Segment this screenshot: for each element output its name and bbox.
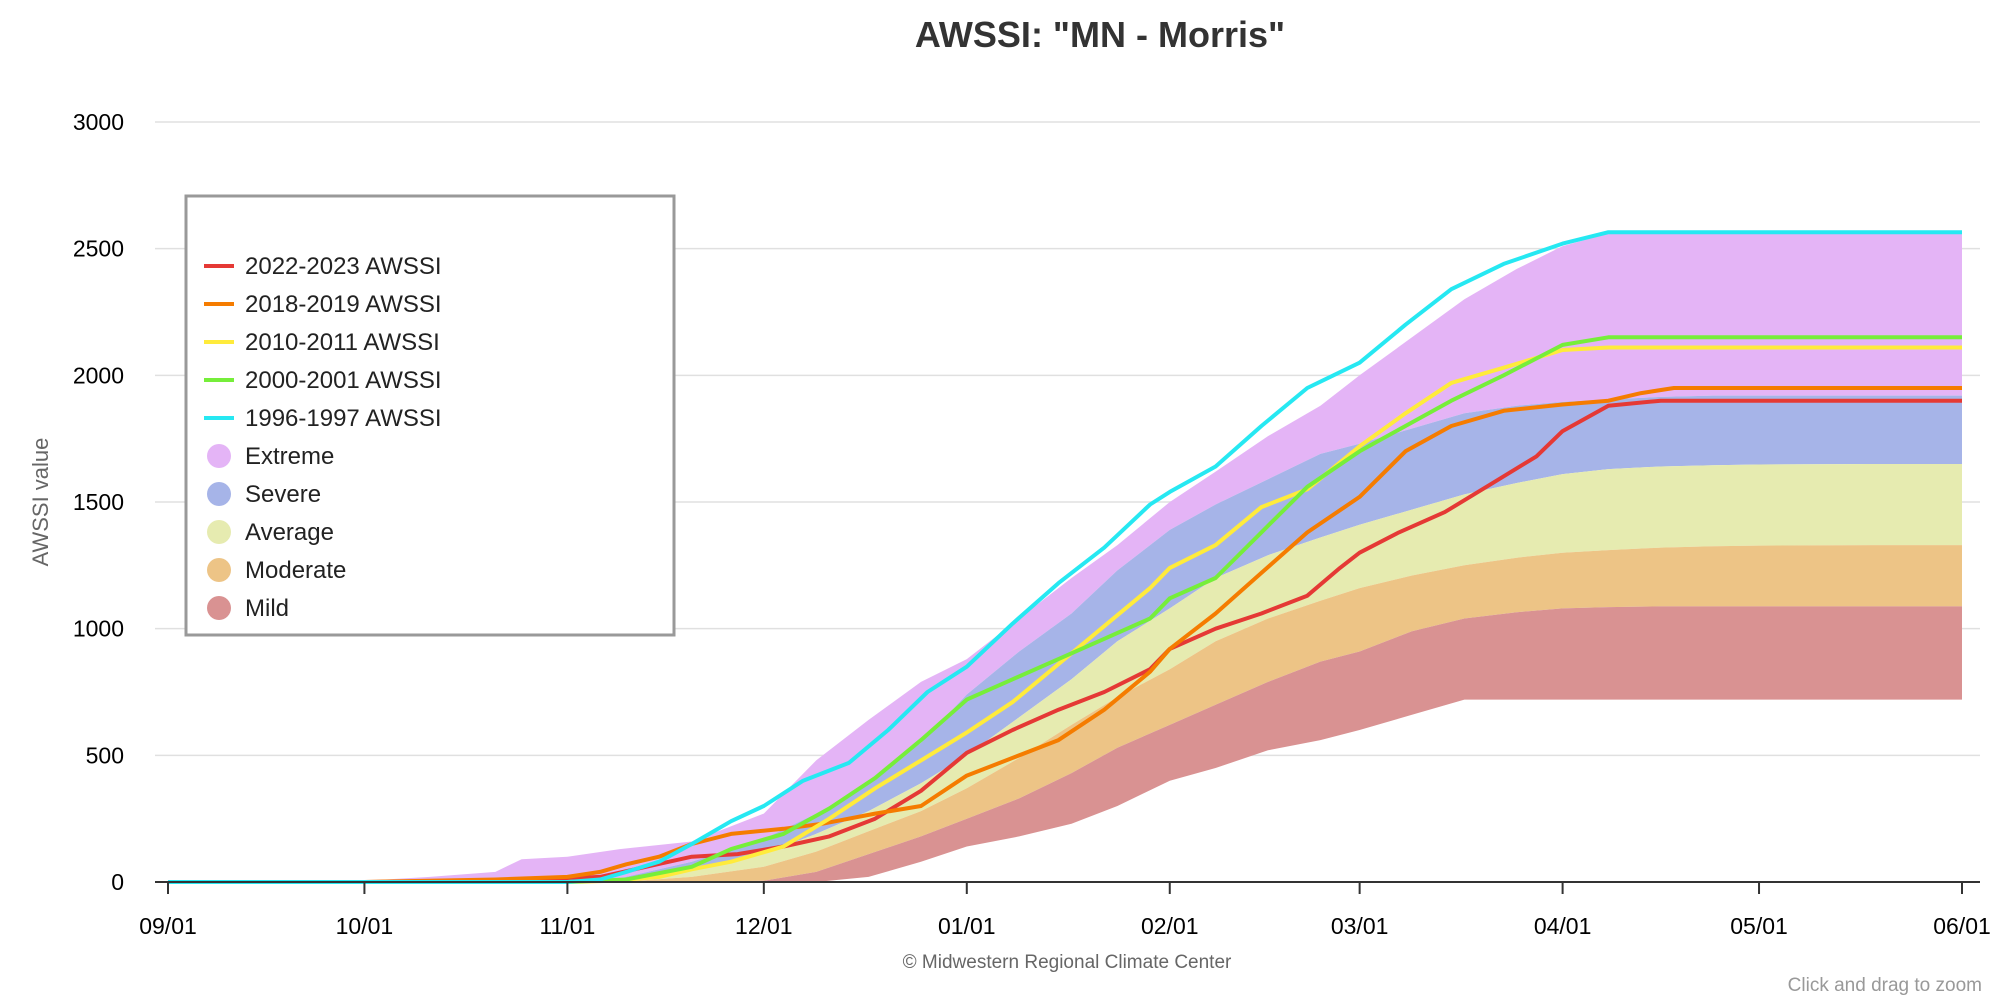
y-tick-label: 1500: [73, 489, 124, 515]
x-tick-label: 03/01: [1331, 913, 1389, 939]
season-lines[interactable]: [168, 230, 1962, 884]
x-tick-label: 02/01: [1141, 913, 1199, 939]
legend-circle-symbol: [207, 596, 231, 620]
x-tick-label: 04/01: [1534, 913, 1592, 939]
legend-item[interactable]: 2018-2019 AWSSI: [204, 291, 442, 318]
y-tick-label: 3000: [73, 109, 124, 135]
legend-item[interactable]: Mild: [207, 595, 289, 622]
x-tick-label: 10/01: [336, 913, 394, 939]
legend-item[interactable]: Average: [207, 519, 334, 546]
legend-label: Extreme: [245, 443, 334, 470]
legend-item[interactable]: 2022-2023 AWSSI: [204, 253, 442, 280]
x-tick-label: 06/01: [1933, 913, 1991, 939]
x-tick-label: 05/01: [1730, 913, 1788, 939]
legend-item[interactable]: 2000-2001 AWSSI: [204, 367, 442, 394]
legend-circle-symbol: [207, 482, 231, 506]
legend-item[interactable]: 1996-1997 AWSSI: [204, 405, 442, 432]
x-axis-ticks: 09/01 10/01 11/01 12/01 01/01 02/01 03/01 04/01…: [139, 882, 1991, 939]
y-tick-label: 2000: [73, 362, 124, 388]
legend-circle-symbol: [207, 558, 231, 582]
band-moderate: [168, 545, 1962, 882]
legend-label: Moderate: [245, 557, 346, 584]
x-tick-label: 12/01: [735, 913, 793, 939]
legend-label: 2022-2023 AWSSI: [245, 253, 442, 280]
series-line-2018-2019-awssi[interactable]: [168, 386, 1962, 884]
y-tick-label: 2500: [73, 236, 124, 262]
y-axis-label: AWSSI value: [28, 438, 53, 567]
band-average: [168, 464, 1962, 882]
band-severe: [168, 395, 1962, 882]
legend-circle-symbol: [207, 444, 231, 468]
x-tick-label: 09/01: [139, 913, 197, 939]
series-line-1996-1997-awssi[interactable]: [168, 230, 1962, 884]
legend[interactable]: 2022-2023 AWSSI 2018-2019 AWSSI 2010-2011 …: [184, 194, 676, 637]
band-mild: [168, 606, 1962, 882]
credit-text[interactable]: © Midwestern Regional Climate Center: [903, 952, 1232, 973]
legend-label: 2010-2011 AWSSI: [245, 329, 440, 356]
legend-circle-symbol: [207, 520, 231, 544]
legend-label: Severe: [245, 481, 321, 508]
series-line-2010-2011-awssi[interactable]: [168, 345, 1962, 884]
x-tick-label: 11/01: [539, 913, 595, 939]
y-axis-ticks: 0 500 1000 1500 2000 2500 3000: [73, 109, 124, 895]
legend-box: [184, 194, 676, 637]
series-line-2000-2001-awssi[interactable]: [168, 335, 1962, 884]
band-extreme: [168, 232, 1962, 882]
y-tick-label: 500: [86, 742, 124, 768]
legend-label: Average: [245, 519, 334, 546]
y-tick-label: 1000: [73, 616, 124, 642]
legend-label: Mild: [245, 595, 289, 622]
x-tick-label: 01/01: [938, 913, 996, 939]
legend-item[interactable]: Moderate: [207, 557, 346, 584]
legend-label: 2018-2019 AWSSI: [245, 291, 442, 318]
legend-label: 1996-1997 AWSSI: [245, 405, 442, 432]
percentile-bands: [168, 232, 1962, 882]
chart-title: AWSSI: "MN - Morris": [915, 14, 1285, 55]
zoom-hint: Click and drag to zoom: [1788, 975, 1982, 996]
legend-label: 2000-2001 AWSSI: [245, 367, 442, 394]
legend-item[interactable]: 2010-2011 AWSSI: [204, 329, 440, 356]
legend-item[interactable]: Extreme: [207, 443, 334, 470]
y-tick-label: 0: [111, 869, 124, 895]
legend-item[interactable]: Severe: [207, 481, 321, 508]
